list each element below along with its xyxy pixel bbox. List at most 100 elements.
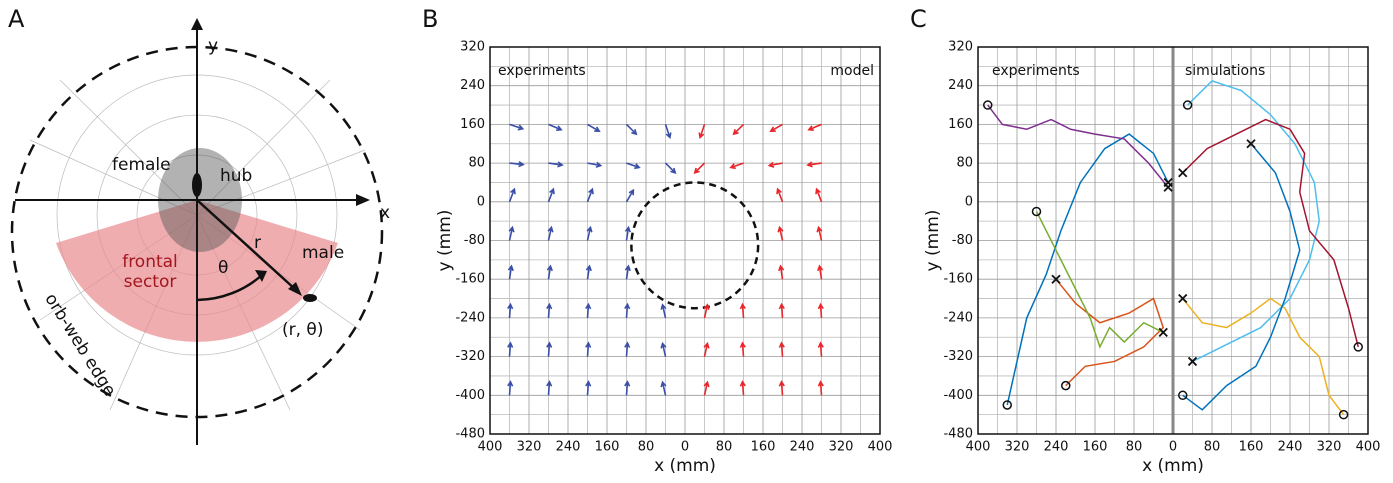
end-marker bbox=[1187, 356, 1198, 367]
x-tick-label: 320 bbox=[1005, 440, 1030, 455]
arrow bbox=[624, 225, 631, 241]
arrow bbox=[664, 124, 672, 140]
y-tick-label: -320 bbox=[455, 349, 485, 364]
y-tick-label: 160 bbox=[460, 117, 485, 132]
arrow bbox=[660, 380, 667, 396]
label: θ bbox=[218, 258, 228, 278]
end-marker bbox=[1051, 274, 1061, 284]
arrow bbox=[778, 302, 785, 318]
trajectory bbox=[1182, 297, 1345, 416]
end-marker bbox=[1158, 327, 1168, 338]
x-tick-label: 240 bbox=[790, 440, 815, 455]
y-tick-label: 80 bbox=[956, 156, 973, 171]
panel-label: C bbox=[910, 5, 927, 33]
x-tick-label: 80 bbox=[1204, 440, 1221, 455]
y-tick-label: 0 bbox=[477, 194, 485, 209]
y-tick-label: -400 bbox=[455, 388, 485, 403]
y-tick-label: 320 bbox=[948, 40, 973, 55]
label: hub bbox=[220, 166, 252, 186]
y-axis-label: y (mm) bbox=[923, 210, 943, 272]
y-axis-label: y (mm) bbox=[435, 210, 455, 272]
y-tick-label: -480 bbox=[455, 427, 485, 442]
trajectory bbox=[1187, 80, 1321, 363]
arrow bbox=[817, 302, 824, 318]
x-tick-label: 400 bbox=[966, 440, 991, 455]
x-tick-label: 160 bbox=[1083, 440, 1108, 455]
arrow bbox=[546, 264, 553, 280]
arrow bbox=[509, 161, 525, 168]
x-tick-label: 80 bbox=[638, 440, 655, 455]
arrow bbox=[767, 161, 783, 168]
arrow bbox=[624, 264, 631, 280]
start-marker bbox=[983, 100, 993, 110]
arrow bbox=[508, 225, 515, 241]
x-tick-label: 80 bbox=[1126, 440, 1143, 455]
end-marker bbox=[1163, 182, 1173, 192]
label: sector bbox=[124, 272, 177, 292]
r-vector bbox=[196, 199, 297, 291]
arrow bbox=[698, 124, 706, 140]
x-tick-label: 160 bbox=[595, 440, 620, 455]
y-tick-label: 80 bbox=[468, 156, 485, 171]
arrow bbox=[817, 341, 824, 357]
y-tick-label: -80 bbox=[952, 233, 973, 248]
arrow bbox=[587, 123, 601, 133]
arrow bbox=[585, 302, 592, 318]
end-marker bbox=[1178, 168, 1188, 178]
y-tick-label: -480 bbox=[943, 427, 973, 442]
arrow bbox=[693, 162, 706, 174]
arrow bbox=[507, 264, 514, 280]
x-tick-label: 160 bbox=[1239, 440, 1264, 455]
arrowhead bbox=[356, 194, 370, 206]
arrow bbox=[509, 123, 525, 131]
trajectory bbox=[1182, 143, 1301, 411]
arrow bbox=[585, 341, 592, 357]
y-tick-label: -80 bbox=[464, 233, 485, 248]
label: frontal bbox=[122, 252, 178, 272]
y-tick-label: -160 bbox=[943, 272, 973, 287]
panel-a: A y x female hub r θ male frontal sector… bbox=[8, 5, 390, 445]
arrow bbox=[624, 380, 631, 396]
arrow bbox=[507, 302, 514, 318]
arrow bbox=[817, 380, 824, 396]
plot-frame bbox=[489, 46, 881, 435]
y-tick-label: -160 bbox=[455, 272, 485, 287]
group-label: simulations bbox=[1185, 63, 1265, 79]
arrow bbox=[769, 123, 783, 133]
trajectory bbox=[1182, 118, 1359, 348]
arrow bbox=[546, 380, 553, 396]
arrow bbox=[778, 264, 785, 280]
start-marker bbox=[1002, 400, 1012, 410]
arrow bbox=[660, 303, 667, 319]
arrow bbox=[547, 187, 555, 203]
arrow bbox=[625, 188, 635, 203]
arrow bbox=[587, 161, 603, 168]
arrow bbox=[624, 341, 631, 357]
start-marker bbox=[1031, 206, 1042, 217]
arrow bbox=[777, 225, 784, 241]
y-tick-label: -240 bbox=[455, 310, 485, 325]
arrow bbox=[586, 187, 594, 203]
end-marker bbox=[1246, 139, 1256, 149]
arrow bbox=[703, 380, 710, 396]
start-marker bbox=[1178, 390, 1188, 401]
arrow bbox=[739, 380, 746, 396]
y-tick-label: -320 bbox=[943, 349, 973, 364]
label: r bbox=[254, 233, 261, 253]
arrow bbox=[703, 341, 710, 357]
x-tick-label: 160 bbox=[751, 440, 776, 455]
panel-label: B bbox=[422, 5, 438, 33]
x-tick-label: 320 bbox=[1317, 440, 1342, 455]
arrow bbox=[664, 162, 677, 174]
trajectory bbox=[987, 104, 1169, 188]
arrow bbox=[507, 380, 514, 396]
x-tick-label: 320 bbox=[517, 440, 542, 455]
x-tick-label: 400 bbox=[868, 440, 893, 455]
arrow bbox=[547, 225, 554, 241]
arrow bbox=[806, 161, 822, 168]
x-tick-label: 400 bbox=[1356, 440, 1381, 455]
legend-label: model bbox=[830, 63, 874, 79]
arrow bbox=[586, 225, 593, 241]
panel-label: A bbox=[8, 5, 25, 33]
